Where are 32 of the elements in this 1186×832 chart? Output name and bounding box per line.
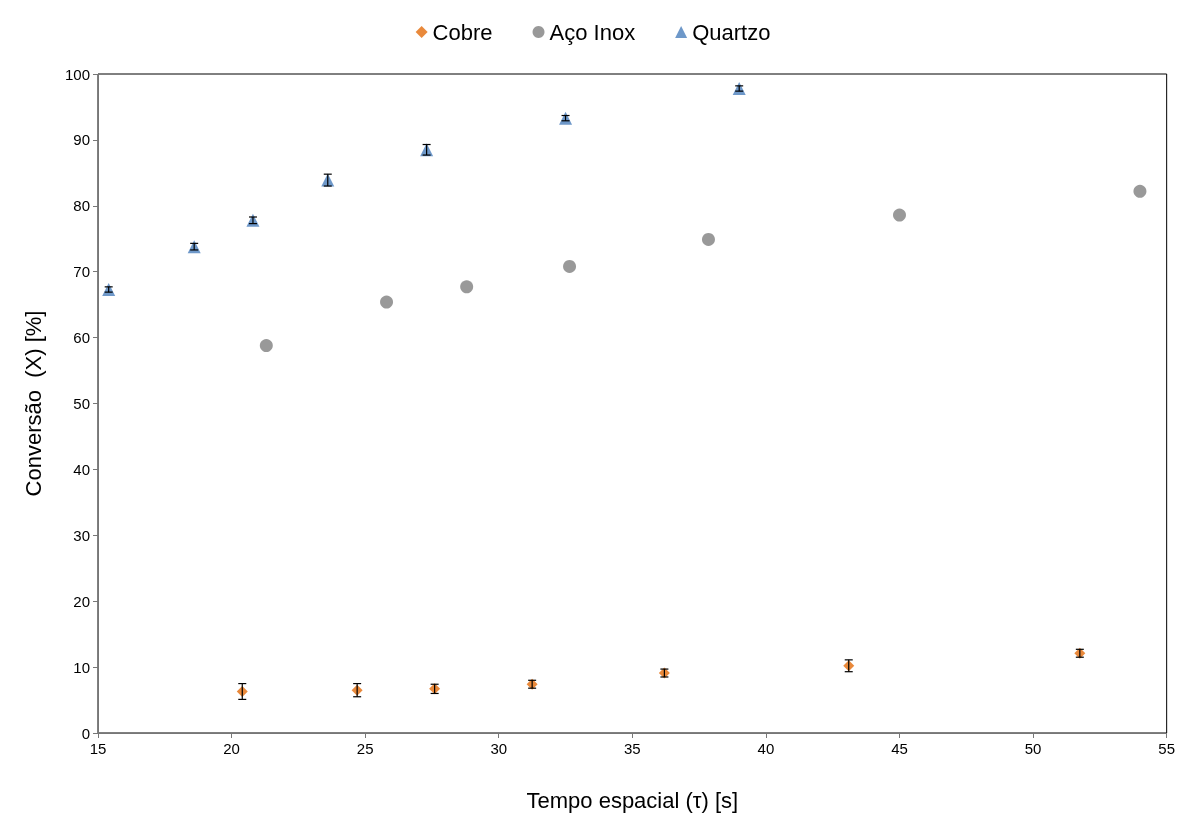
y-tick-label: 10 bbox=[73, 658, 90, 676]
x-tick-label: 40 bbox=[757, 740, 775, 757]
y-tick-label: 80 bbox=[73, 197, 90, 215]
y-axis-title: Conversão (X) [%] bbox=[20, 310, 46, 497]
x-tick-label: 50 bbox=[1024, 740, 1042, 757]
point bbox=[893, 208, 906, 222]
x-tick-label: 25 bbox=[356, 740, 374, 757]
x-tick-label: 20 bbox=[223, 740, 240, 757]
legend-label: Aço Inox bbox=[549, 19, 636, 45]
y-tick-label: 0 bbox=[81, 724, 90, 742]
y-tick-label: 40 bbox=[73, 460, 90, 478]
point bbox=[259, 339, 273, 352]
y-tick-label: 20 bbox=[73, 592, 90, 610]
point bbox=[380, 295, 394, 309]
x-tick-label: 45 bbox=[891, 740, 908, 757]
y-tick-label: 70 bbox=[73, 263, 90, 281]
legend-label: Quartzo bbox=[692, 19, 771, 45]
y-tick-label: 50 bbox=[73, 395, 90, 412]
point bbox=[563, 259, 577, 273]
point bbox=[460, 280, 474, 294]
y-tick-label: 60 bbox=[73, 329, 90, 347]
x-axis-title: Tempo espacial (τ) [s] bbox=[526, 787, 739, 813]
x-tick-label: 15 bbox=[89, 740, 107, 757]
x-tick-label: 35 bbox=[623, 740, 641, 757]
y-tick-label: 100 bbox=[64, 65, 90, 83]
point bbox=[701, 232, 715, 246]
x-tick-label: 30 bbox=[490, 740, 508, 757]
y-tick-label: 90 bbox=[73, 131, 90, 149]
y-tick-label: 30 bbox=[73, 526, 90, 544]
point bbox=[1133, 184, 1147, 198]
legend-label: Cobre bbox=[432, 19, 493, 45]
x-tick-label: 55 bbox=[1158, 740, 1175, 757]
